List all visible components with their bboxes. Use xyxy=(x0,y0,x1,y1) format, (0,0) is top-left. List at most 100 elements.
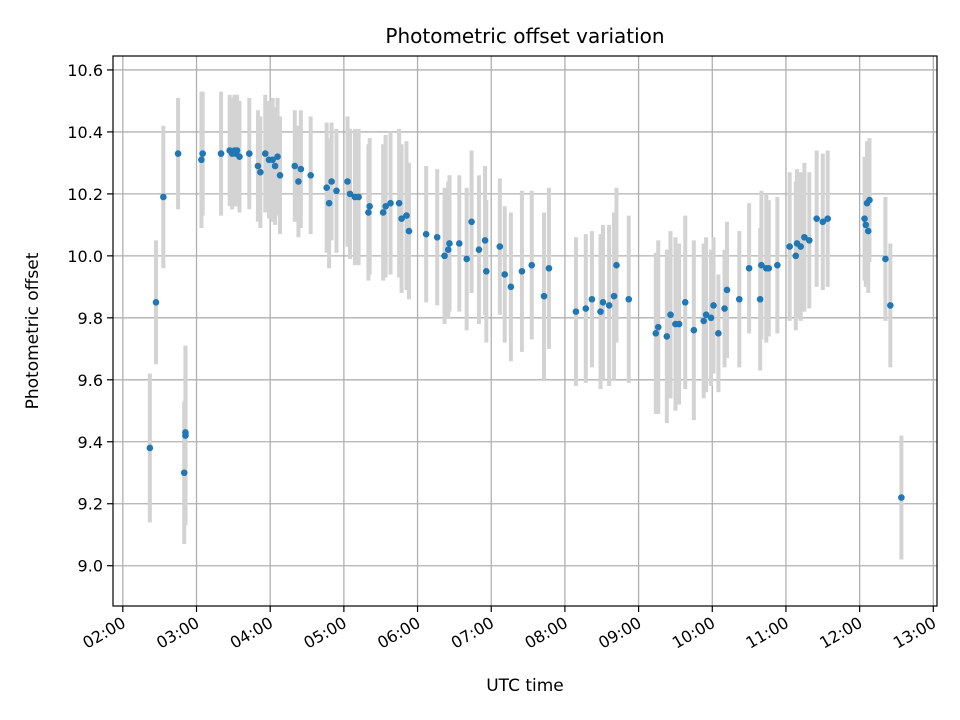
y-tick-label: 9.8 xyxy=(78,309,103,328)
data-point xyxy=(690,326,698,334)
data-point xyxy=(269,156,276,164)
data-point xyxy=(723,286,731,294)
data-point xyxy=(307,171,315,179)
data-point xyxy=(366,202,373,210)
data-point xyxy=(721,305,728,312)
data-point xyxy=(518,268,526,275)
data-point xyxy=(813,215,820,222)
y-axis-title: Photometric offset xyxy=(23,252,43,409)
data-point xyxy=(333,187,340,195)
data-point xyxy=(146,444,154,452)
data-point xyxy=(819,218,827,226)
data-point xyxy=(786,243,793,250)
data-point xyxy=(735,295,743,303)
data-point xyxy=(700,317,707,325)
data-point xyxy=(681,299,689,306)
data-point xyxy=(160,193,167,201)
data-point xyxy=(328,178,335,185)
data-point xyxy=(797,243,804,250)
data-point xyxy=(180,469,188,477)
x-tick-label: 13:00 xyxy=(890,613,939,653)
data-point xyxy=(152,299,160,306)
data-point xyxy=(582,305,590,312)
y-tick-label: 9.2 xyxy=(78,495,103,514)
data-point xyxy=(481,237,489,244)
data-point xyxy=(496,243,504,250)
data-point xyxy=(654,323,662,331)
data-point xyxy=(866,196,873,204)
data-point xyxy=(864,227,872,235)
data-point xyxy=(233,147,241,154)
data-point xyxy=(758,261,765,269)
data-point xyxy=(254,162,262,170)
data-point xyxy=(824,215,832,222)
data-point xyxy=(862,221,870,229)
data-point xyxy=(792,252,800,260)
data-point xyxy=(323,184,330,191)
data-point xyxy=(765,264,773,272)
data-point xyxy=(261,150,269,157)
data-point xyxy=(295,178,302,185)
x-tick-label: 12:00 xyxy=(816,613,865,653)
data-point xyxy=(276,171,284,179)
y-tick-label: 9.0 xyxy=(78,557,103,576)
y-tick-label: 9.4 xyxy=(78,433,103,452)
y-tick-label: 10.6 xyxy=(67,61,103,80)
x-tick-label: 04:00 xyxy=(227,613,276,653)
data-point xyxy=(599,299,607,306)
x-tick-label: 07:00 xyxy=(448,613,497,653)
data-point xyxy=(405,227,413,235)
y-tick-label: 10.0 xyxy=(67,247,103,266)
data-point xyxy=(774,261,781,269)
data-point xyxy=(540,292,548,300)
data-point xyxy=(898,494,905,501)
data-point xyxy=(652,330,660,337)
data-point xyxy=(246,150,253,157)
x-tick-label: 08:00 xyxy=(521,613,570,653)
data-point xyxy=(475,246,483,253)
data-point xyxy=(483,268,490,275)
data-point xyxy=(257,168,264,176)
data-point xyxy=(344,178,351,185)
data-point xyxy=(346,190,354,198)
data-point xyxy=(198,156,205,164)
data-point xyxy=(756,295,764,303)
x-axis-title: UTC time xyxy=(486,676,564,696)
x-tick-label: 10:00 xyxy=(669,613,718,653)
y-tick-label: 10.2 xyxy=(67,185,103,204)
x-tick-label: 02:00 xyxy=(79,613,128,653)
data-point xyxy=(882,255,889,263)
data-point xyxy=(441,252,448,260)
data-point xyxy=(236,153,243,161)
data-point xyxy=(805,237,813,244)
data-point xyxy=(433,233,441,241)
data-point xyxy=(610,292,618,300)
data-point xyxy=(801,233,808,241)
y-axis: 9.0 9.2 9.4 9.6 9.8 10.0 10.2 10.4 10.6 xyxy=(67,61,113,576)
data-point xyxy=(545,264,553,272)
x-tick-label: 09:00 xyxy=(595,613,644,653)
x-tick-label: 11:00 xyxy=(743,613,792,653)
data-point xyxy=(274,153,281,161)
x-axis: 02:00 03:00 04:00 05:00 06:00 07:00 08:00 09:00… xyxy=(79,606,939,653)
data-point xyxy=(456,240,463,247)
data-point xyxy=(715,330,722,337)
data-points xyxy=(146,147,905,501)
data-point xyxy=(199,150,206,157)
y-tick-label: 9.6 xyxy=(78,371,103,390)
data-point xyxy=(444,246,452,253)
data-point xyxy=(597,308,604,315)
data-point xyxy=(675,320,683,328)
data-point xyxy=(468,218,475,226)
data-point xyxy=(387,199,394,207)
data-point xyxy=(325,199,333,207)
data-point xyxy=(174,150,182,157)
y-tick-label: 10.4 xyxy=(67,123,103,142)
data-point xyxy=(382,202,389,210)
data-point xyxy=(605,302,613,309)
data-point xyxy=(365,209,372,216)
data-point xyxy=(463,255,470,263)
chart-title: Photometric offset variation xyxy=(385,24,664,48)
data-point xyxy=(291,162,299,170)
data-point xyxy=(271,162,279,170)
